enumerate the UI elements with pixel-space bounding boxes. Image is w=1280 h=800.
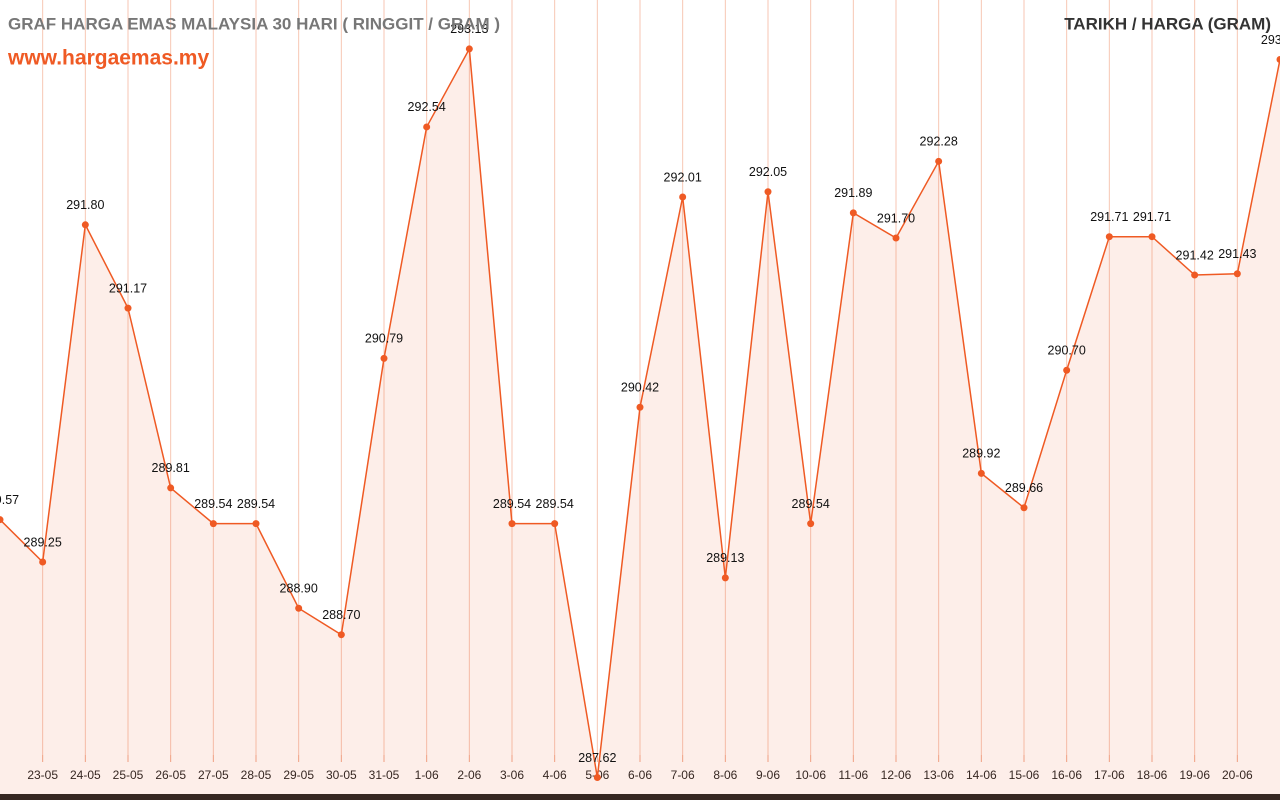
value-label: 289.54 <box>493 497 531 511</box>
legend-label: TARIKH / HARGA (GRAM) <box>1064 14 1271 33</box>
point <box>167 484 175 492</box>
x-tick-label: 23-05 <box>27 768 58 782</box>
point <box>465 45 473 53</box>
value-label: 289.54 <box>194 497 232 511</box>
value-label: 289.25 <box>24 535 62 549</box>
x-tick-label: 9-06 <box>756 768 780 782</box>
bottom-bar <box>0 794 1280 800</box>
x-tick-label: 31-05 <box>369 768 400 782</box>
value-label: 291.80 <box>66 198 104 212</box>
value-label: 289.81 <box>152 461 190 475</box>
x-tick-label: 15-06 <box>1009 768 1040 782</box>
point <box>0 516 4 524</box>
x-tick-label: 20-06 <box>1222 768 1253 782</box>
value-label: 289.13 <box>706 551 744 565</box>
value-label: 287.62 <box>578 751 616 765</box>
chart-title: GRAF HARGA EMAS MALAYSIA 30 HARI ( RINGG… <box>8 14 500 33</box>
point <box>209 520 217 528</box>
value-label: 290.70 <box>1048 344 1086 358</box>
value-label: 289.54 <box>536 497 574 511</box>
x-tick-label: 19-06 <box>1179 768 1210 782</box>
x-tick-label: 24-05 <box>70 768 101 782</box>
x-tick-label: 29-05 <box>283 768 314 782</box>
value-label: 293.05 <box>1261 33 1280 47</box>
chart-subtitle: www.hargaemas.my <box>7 47 209 70</box>
value-label: 289.57 <box>0 493 19 507</box>
value-label: 292.01 <box>664 170 702 184</box>
x-tick-label: 1-06 <box>415 768 439 782</box>
x-tick-label: 26-05 <box>155 768 186 782</box>
point <box>1191 271 1199 279</box>
point <box>892 234 900 242</box>
x-tick-label: 16-06 <box>1051 768 1082 782</box>
value-label: 292.54 <box>408 100 446 114</box>
x-tick-label: 18-06 <box>1137 768 1168 782</box>
point <box>807 520 815 528</box>
value-label: 289.66 <box>1005 481 1043 495</box>
x-tick-label: 25-05 <box>113 768 144 782</box>
x-tick-label: 27-05 <box>198 768 229 782</box>
value-label: 289.54 <box>792 497 830 511</box>
point <box>1105 233 1113 241</box>
point <box>1233 270 1241 278</box>
point <box>337 631 345 639</box>
point <box>977 469 985 477</box>
value-label: 291.42 <box>1176 248 1214 262</box>
point <box>295 604 303 612</box>
area <box>0 48 1280 800</box>
point <box>1276 56 1280 64</box>
point <box>849 209 857 217</box>
value-label: 290.79 <box>365 332 403 346</box>
value-label: 291.17 <box>109 281 147 295</box>
x-tick-label: 6-06 <box>628 768 652 782</box>
value-label: 290.42 <box>621 381 659 395</box>
x-tick-label: 17-06 <box>1094 768 1125 782</box>
x-tick-label: 10-06 <box>795 768 826 782</box>
point <box>1020 504 1028 512</box>
point <box>935 157 943 165</box>
point <box>636 403 644 411</box>
point <box>679 193 687 201</box>
point <box>39 558 47 566</box>
x-tick-label: 4-06 <box>543 768 567 782</box>
value-label: 292.28 <box>920 135 958 149</box>
point <box>764 188 772 196</box>
point <box>1063 366 1071 374</box>
point <box>81 221 89 229</box>
value-label: 288.70 <box>322 608 360 622</box>
point <box>252 520 260 528</box>
x-tick-label: 12-06 <box>881 768 912 782</box>
value-label: 288.90 <box>280 582 318 596</box>
x-tick-label: 8-06 <box>713 768 737 782</box>
x-tick-label: 3-06 <box>500 768 524 782</box>
point <box>721 574 729 582</box>
point <box>551 520 559 528</box>
x-tick-label: 2-06 <box>457 768 481 782</box>
value-label: 289.54 <box>237 497 275 511</box>
point <box>423 123 431 131</box>
point <box>1148 233 1156 241</box>
value-label: 291.89 <box>834 186 872 200</box>
value-label: 289.92 <box>962 447 1000 461</box>
point <box>380 354 388 362</box>
x-tick-label: 14-06 <box>966 768 997 782</box>
value-label: 291.71 <box>1133 210 1171 224</box>
point <box>593 774 601 782</box>
point <box>508 520 516 528</box>
x-tick-label: 28-05 <box>241 768 272 782</box>
x-tick-label: 13-06 <box>923 768 954 782</box>
point <box>124 304 132 312</box>
x-tick-label: 30-05 <box>326 768 357 782</box>
x-tick-label: 11-06 <box>838 768 868 782</box>
value-label: 293.13 <box>450 22 488 36</box>
value-label: 291.71 <box>1090 210 1128 224</box>
value-label: 292.05 <box>749 165 787 179</box>
value-label: 291.43 <box>1218 247 1256 261</box>
value-label: 291.70 <box>877 211 915 225</box>
x-tick-label: 7-06 <box>671 768 695 782</box>
